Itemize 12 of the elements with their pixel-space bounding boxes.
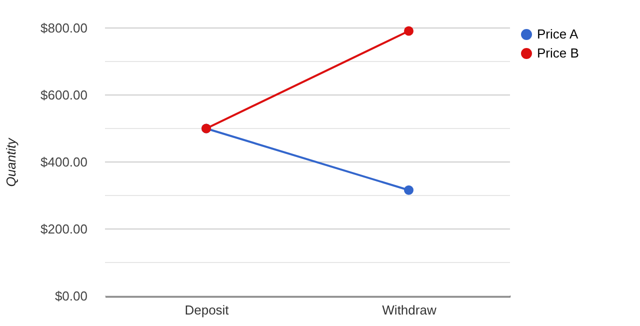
legend-label: Price A (537, 26, 579, 42)
legend-label: Price B (537, 46, 579, 60)
point (404, 26, 414, 36)
y-axis-title: Quantity (4, 136, 19, 187)
y-tick-label: $400.00 (40, 154, 88, 170)
x-tick-label: Withdraw (382, 302, 437, 318)
y-tick-label: $600.00 (40, 88, 88, 102)
y-tick-label: $0.00 (54, 288, 88, 304)
point (404, 185, 414, 195)
y-tick-label: $800.00 (40, 20, 88, 36)
y-tick-label: $200.00 (40, 222, 88, 236)
x-tick-label: Deposit (184, 302, 230, 318)
